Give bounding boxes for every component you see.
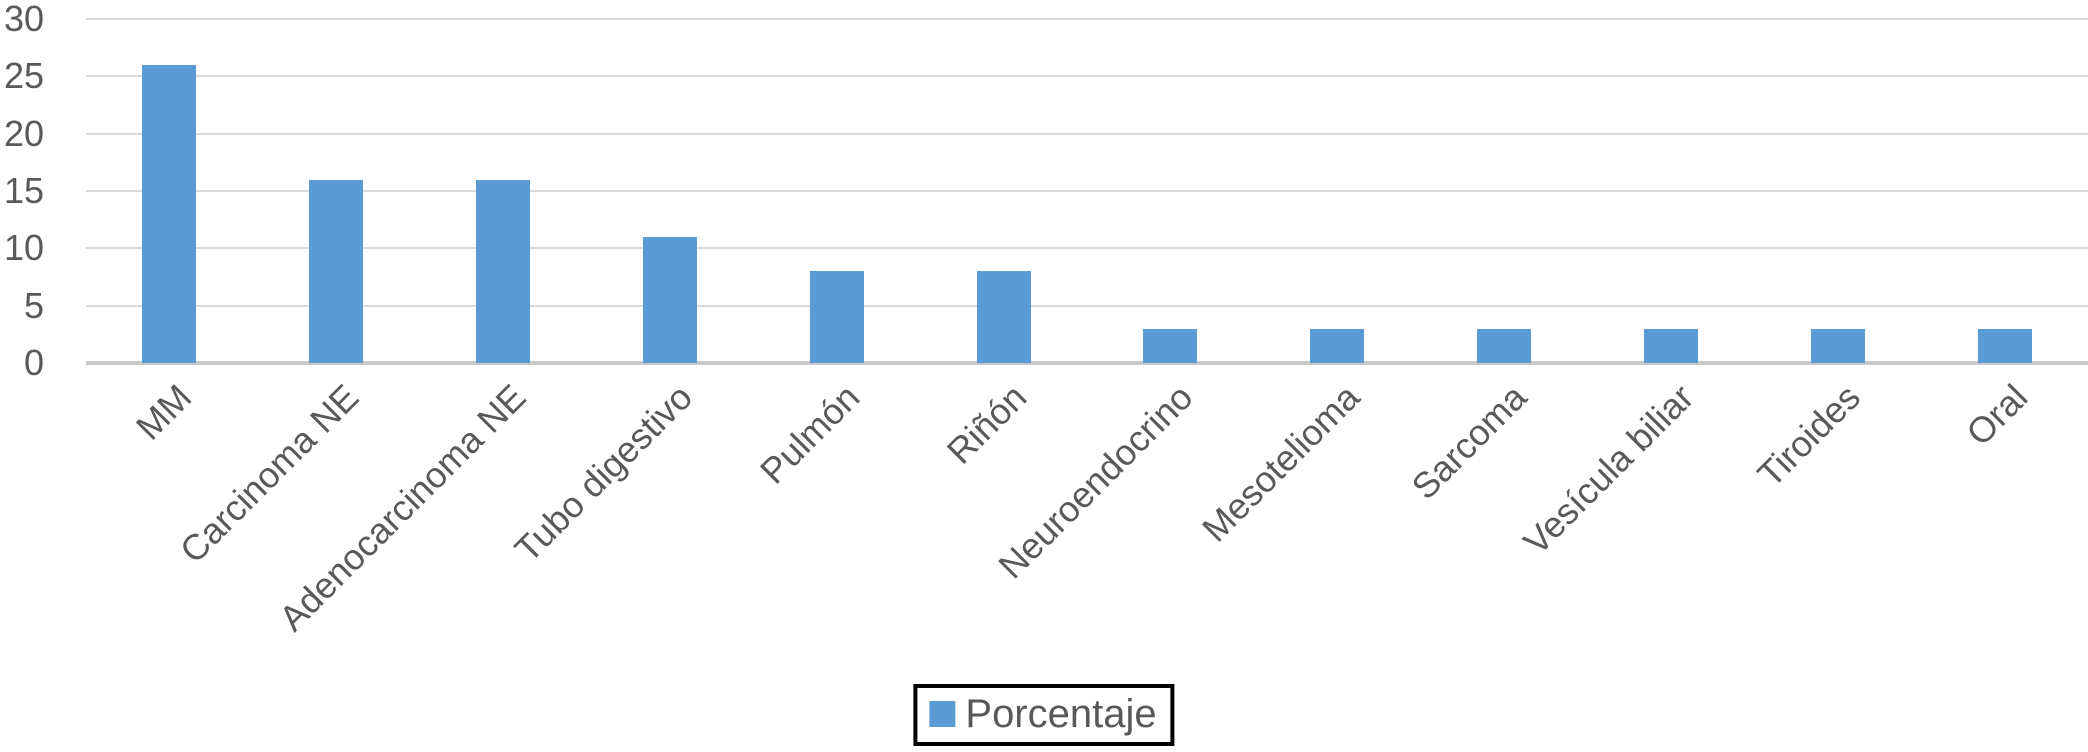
x-axis-category-label: Oral: [1957, 376, 2035, 454]
category-slot: Vesícula biliar: [1515, 19, 1754, 562]
category-slot: Pulmón: [752, 19, 920, 492]
gridline: [86, 247, 2088, 250]
category-slot: MM: [86, 19, 253, 448]
y-axis-tick-label: 30: [3, 0, 44, 39]
x-axis-category-label: Vesícula biliar: [1515, 376, 1702, 563]
bar: [1310, 328, 1365, 363]
category-slot: Tubo digestivo: [507, 19, 753, 570]
x-axis-category-label: Mesotelioma: [1194, 376, 1368, 550]
y-axis-tick-label: 0: [23, 342, 44, 383]
x-axis-category-label: Carcinoma NE: [172, 376, 367, 571]
category-slot: Oral: [1921, 19, 2088, 453]
y-axis-tick-label: 10: [3, 227, 44, 269]
y-axis-tick-label: 5: [23, 284, 44, 326]
legend-label: Porcentaje: [965, 692, 1157, 736]
y-axis-tick-label: 15: [3, 170, 44, 211]
bar: [1977, 328, 2032, 363]
bar: [476, 179, 531, 363]
bar: [976, 271, 1031, 363]
category-slot: Tiroides: [1749, 19, 1921, 495]
gridline: [86, 132, 2088, 135]
plot-area: MM Carcinoma NE Adenocarcinoma NE Tubo dige…: [86, 18, 2088, 639]
category-slot: Neuroendocrino: [991, 19, 1254, 586]
x-axis-category-label: Tiroides: [1749, 376, 1868, 495]
gridline: [86, 304, 2088, 307]
bar: [642, 236, 697, 363]
x-axis-category-label: MM: [128, 376, 200, 448]
y-axis-tick-label: 25: [3, 55, 44, 97]
y-axis-tick-label: 20: [3, 112, 44, 154]
bar: [309, 179, 364, 363]
bar-series: MM Carcinoma NE Adenocarcinoma NE Tubo dige…: [86, 19, 2088, 639]
category-slot: Carcinoma NE: [172, 19, 420, 571]
x-axis-category-label: Pulmón: [751, 376, 868, 492]
x-axis-line: [86, 361, 2088, 365]
bar: [1143, 328, 1198, 363]
y-axis: 0 5 10 15 20 25 30: [0, 1, 46, 381]
gridline: [86, 18, 2088, 20]
category-slot: Riñón: [920, 19, 1087, 472]
category-slot: Mesotelioma: [1194, 19, 1421, 550]
bar: [809, 271, 864, 363]
category-slot: Adenocarcinoma NE: [271, 19, 587, 639]
category-slot: Sarcoma: [1403, 19, 1588, 507]
bar: [1477, 328, 1532, 363]
x-axis-category-label: Tubo digestivo: [506, 376, 701, 570]
gridline: [86, 190, 2088, 192]
gridline: [86, 75, 2088, 78]
bar: [142, 64, 197, 363]
legend: Porcentaje: [913, 684, 1175, 746]
legend-color-swatch: [929, 701, 956, 727]
bar: [1643, 328, 1698, 363]
x-axis-category-label: Riñón: [938, 376, 1034, 472]
bar: [1810, 328, 1865, 363]
x-axis-category-label: Sarcoma: [1403, 376, 1535, 508]
